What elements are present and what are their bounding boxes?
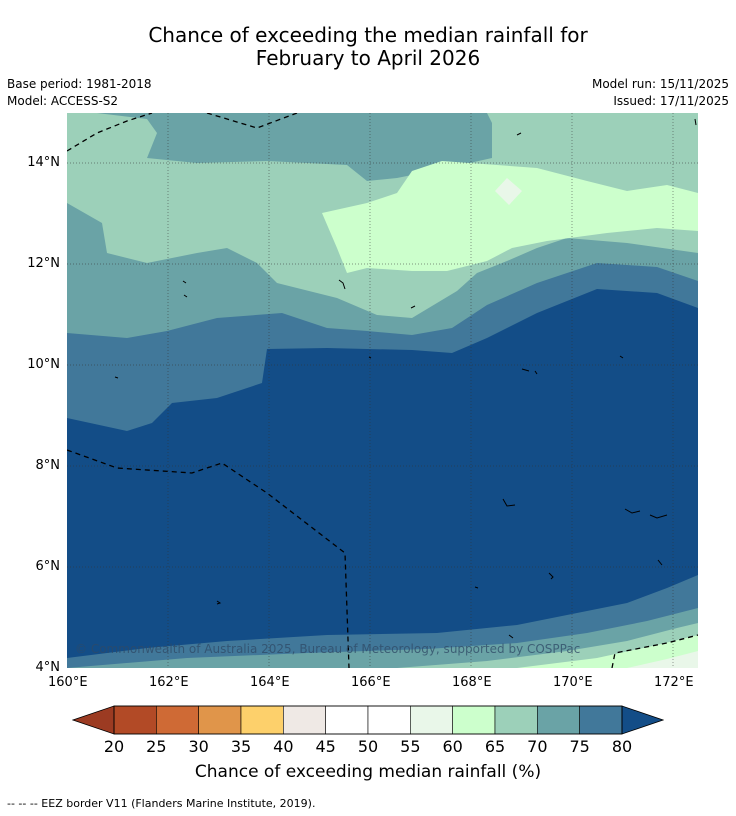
- model-run-date: Model run: 15/11/2025: [591, 77, 729, 91]
- colorbar-label-55: 55: [400, 737, 421, 756]
- colorbar-label-25: 25: [146, 737, 167, 756]
- colorbar-cell-45-50: [325, 705, 369, 735]
- colorbar-label-20: 20: [103, 737, 125, 756]
- x-tick-164e: 164°E: [250, 675, 290, 690]
- map-title-line2: February to April 2026: [255, 46, 481, 70]
- eez-footnote: -- -- -- EEZ border V11 (Flanders Marine…: [7, 797, 316, 810]
- colorbar-title: Chance of exceeding median rainfall (%): [194, 762, 542, 782]
- x-tick-166e: 166°E: [351, 675, 391, 690]
- x-tick-162e: 162°E: [149, 675, 189, 690]
- y-tick-6n: 6°N: [35, 559, 61, 574]
- colorbar-label-80: 80: [611, 737, 633, 756]
- base-period: Base period: 1981-2018: [7, 77, 152, 91]
- colorbar-cell-30-35: [198, 705, 242, 735]
- colorbar-cell-40-45: [283, 705, 326, 735]
- y-tick-4n: 4°N: [35, 660, 61, 675]
- zone-55-60-patch: [495, 178, 522, 205]
- colorbar-label-35: 35: [230, 737, 252, 756]
- copyright-notice: © Commonwealth of Australia 2025, Bureau…: [75, 642, 581, 656]
- colorbar-under-arrow: [72, 705, 115, 735]
- colorbar-cell-65-70: [494, 705, 538, 735]
- eez-border: [67, 113, 698, 668]
- colorbar-label-75: 75: [569, 737, 590, 756]
- y-tick-12n: 12°N: [27, 256, 60, 271]
- colorbar-label-50: 50: [357, 737, 379, 756]
- colorbar-cell-75-80: [579, 705, 623, 735]
- islands: [114, 118, 697, 639]
- colorbar-cell-25-30: [156, 705, 199, 735]
- colorbar-cell-35-40: [240, 705, 284, 735]
- x-tick-160e: 160°E: [48, 675, 88, 690]
- zone-70-75-south: [67, 608, 698, 668]
- y-tick-8n: 8°N: [35, 458, 61, 473]
- zone-55-60-south: [627, 651, 698, 668]
- colorbar-over-arrow: [621, 705, 664, 735]
- colorbar-label-65: 65: [484, 737, 506, 756]
- colorbar-label-60: 60: [442, 737, 463, 756]
- colorbar-cell-50-55: [367, 705, 411, 735]
- colorbar-label-45: 45: [315, 737, 336, 756]
- zone-60-65: [322, 161, 698, 273]
- colorbar-label-40: 40: [273, 737, 294, 756]
- x-tick-172e: 172°E: [654, 675, 694, 690]
- issued-date: Issued: 17/11/2025: [613, 94, 729, 108]
- rainfall-map-svg: [67, 113, 698, 668]
- colorbar-cell-60-65: [452, 705, 496, 735]
- y-tick-14n: 14°N: [27, 155, 60, 170]
- y-tick-10n: 10°N: [27, 357, 60, 372]
- colorbar-cell-20-25: [113, 705, 157, 735]
- x-tick-168e: 168°E: [452, 675, 492, 690]
- colorbar-cell-70-75: [537, 705, 580, 735]
- map-title-line1: Chance of exceeding the median rainfall …: [148, 23, 588, 47]
- colorbar: [72, 705, 664, 735]
- grid-lines: [67, 113, 698, 668]
- colorbar-cell-55-60: [410, 705, 453, 735]
- colorbar-label-70: 70: [527, 737, 548, 756]
- zone-60-65-south: [517, 635, 698, 668]
- x-tick-170e: 170°E: [553, 675, 593, 690]
- colorbar-label-30: 30: [188, 737, 209, 756]
- model-name: Model: ACCESS-S2: [7, 94, 119, 108]
- rainfall-map: [67, 113, 698, 668]
